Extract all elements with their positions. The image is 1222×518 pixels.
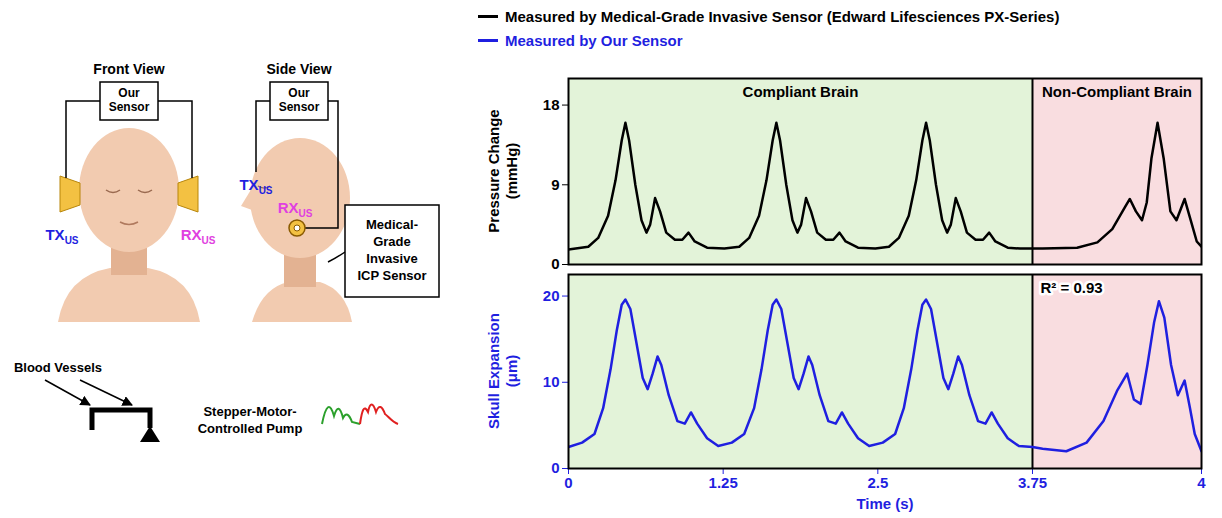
svg-text:4: 4 [1197,474,1206,491]
svg-text:TXUS: TXUS [45,226,78,246]
svg-text:Time (s): Time (s) [856,495,913,512]
svg-text:1.25: 1.25 [709,474,738,491]
svg-text:Blood Vessels: Blood Vessels [14,360,102,375]
svg-text:10: 10 [543,373,560,390]
svg-text:ICP Sensor: ICP Sensor [357,268,426,283]
svg-text:Side View: Side View [266,61,331,77]
svg-text:Sensor: Sensor [109,100,150,114]
svg-text:Sensor: Sensor [279,100,320,114]
html-text:(mmHg): (mmHg) [503,142,520,200]
svg-text:Non-Compliant Brain: Non-Compliant Brain [1042,83,1192,100]
svg-text:Our: Our [288,86,310,100]
svg-text:3.75: 3.75 [1018,474,1047,491]
svg-text:Front View: Front View [93,61,164,77]
svg-text:R² = 0.93: R² = 0.93 [1040,279,1102,296]
svg-text:0: 0 [551,255,559,272]
svg-text:Controlled Pump: Controlled Pump [198,421,303,436]
html-text:Pressure Change: Pressure Change [485,109,502,233]
svg-text:RXUS: RXUS [181,226,216,246]
svg-text:RXUS: RXUS [278,199,313,219]
svg-text:9: 9 [551,176,559,193]
svg-text:Our: Our [118,86,140,100]
svg-text:Stepper-Motor-: Stepper-Motor- [203,404,296,419]
svg-text:Invasive: Invasive [366,251,417,266]
svg-text:2.5: 2.5 [867,474,888,491]
html-text:Skull Expansion: Skull Expansion [485,313,502,429]
html-text:(μm): (μm) [503,354,520,388]
svg-text:Compliant Brain: Compliant Brain [743,83,859,100]
svg-text:Grade: Grade [373,234,411,249]
svg-text:20: 20 [543,287,560,304]
svg-text:0: 0 [564,474,572,491]
html-text:Measured by Our Sensor: Measured by Our Sensor [505,31,683,49]
svg-text:TXUS: TXUS [239,176,272,196]
html-text:Measured by Medical-Grade Inva: Measured by Medical-Grade Invasive Senso… [505,7,1060,25]
svg-text:18: 18 [543,96,560,113]
svg-text:Medical-: Medical- [366,217,418,232]
svg-text:0: 0 [551,459,559,476]
